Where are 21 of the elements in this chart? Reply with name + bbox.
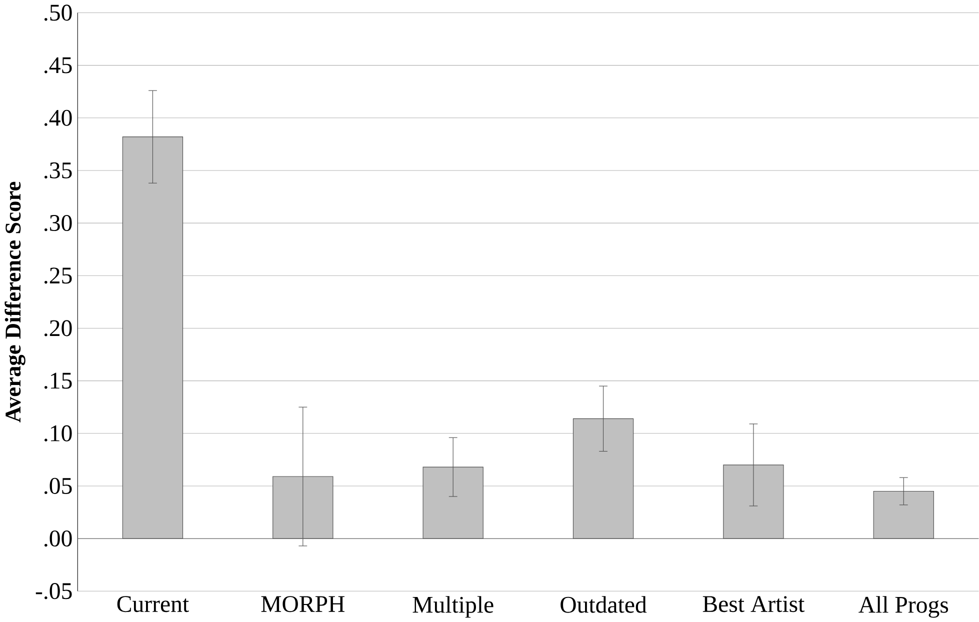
y-tick-label: .50 — [44, 4, 72, 21]
x-tick-label: Outdated — [560, 596, 647, 613]
x-tick-label: Best Artist — [702, 596, 805, 612]
x-tick-label: All Progs — [858, 596, 948, 618]
y-tick-label: .25 — [44, 267, 72, 284]
bar — [873, 490, 934, 539]
y-tick-label: .00 — [44, 530, 72, 546]
y-tick-label: .15 — [44, 372, 72, 389]
y-tick-label: .40 — [44, 110, 72, 126]
x-tick-label: Current — [117, 596, 189, 612]
y-tick-label: .05 — [44, 478, 72, 494]
y-tick-label: .45 — [44, 57, 72, 74]
x-tick-label: Multiple — [412, 596, 494, 618]
y-tick-label: .35 — [44, 162, 72, 178]
y-tick-label: .30 — [44, 214, 72, 231]
y-tick-label: .10 — [44, 425, 72, 442]
y-axis-title: Average Difference Score — [4, 182, 26, 422]
y-tick-label: .20 — [44, 320, 72, 336]
x-tick-label: MORPH — [261, 596, 345, 612]
bar — [572, 418, 634, 539]
y-tick-label: -.05 — [36, 582, 72, 600]
